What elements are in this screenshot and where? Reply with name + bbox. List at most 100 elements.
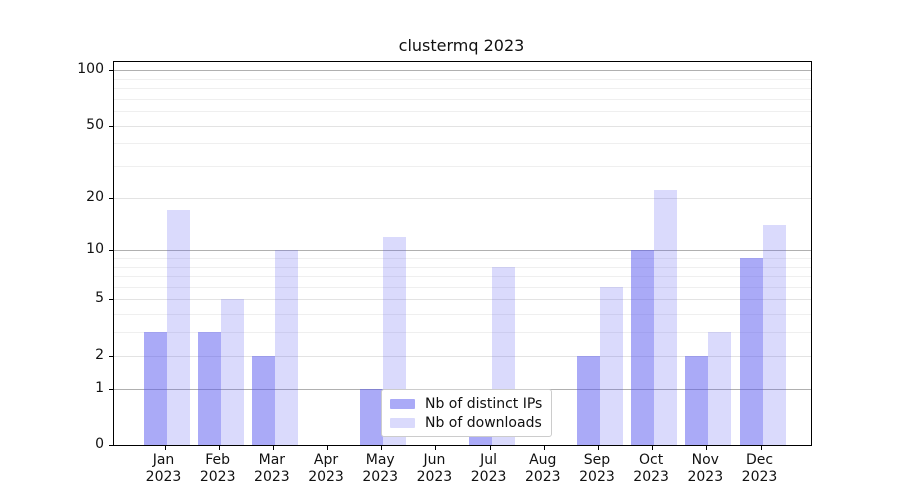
x-tick-label-line: Mar xyxy=(258,452,286,468)
y-tick xyxy=(109,388,113,390)
x-tick-label-line: 2023 xyxy=(254,469,290,485)
x-tick-label-line: Jul xyxy=(480,452,498,468)
x-tick xyxy=(327,446,329,450)
chart-title: clustermq 2023 xyxy=(398,36,525,55)
x-tick xyxy=(272,446,274,450)
y-tick xyxy=(109,250,113,252)
minor-gridline xyxy=(114,286,811,288)
bar-distinct-ips xyxy=(251,355,275,445)
legend-item-downloads: Nb of downloads xyxy=(390,413,542,432)
y-tick-label: 20 xyxy=(86,188,104,205)
x-tick-label: Mar 2023 xyxy=(240,452,304,486)
bar-downloads xyxy=(654,190,678,445)
minor-gridline xyxy=(114,88,811,90)
y-tick xyxy=(109,197,113,199)
bar-downloads xyxy=(762,225,786,445)
x-tick-label: Apr 2023 xyxy=(294,452,358,486)
bar-downloads xyxy=(708,332,732,445)
legend-swatch-downloads xyxy=(390,417,415,428)
y-tick-label: 0 xyxy=(95,436,104,452)
x-tick xyxy=(381,446,383,450)
x-tick-label-line: May xyxy=(365,452,395,468)
x-tick-label-line: Aug xyxy=(529,452,557,468)
x-tick xyxy=(760,446,762,450)
major-gridline xyxy=(114,70,811,72)
x-tick-label: Oct 2023 xyxy=(619,452,683,486)
x-tick-label-line: Jun xyxy=(423,452,446,468)
major-gridline xyxy=(114,125,811,127)
x-tick-label-line: Oct xyxy=(639,452,664,468)
bar-distinct-ips xyxy=(576,355,600,445)
bar-distinct-ips xyxy=(197,332,221,445)
x-tick-label-line: Sep xyxy=(583,452,611,468)
x-tick-label-line: 2023 xyxy=(633,469,669,485)
x-tick xyxy=(435,446,437,450)
x-tick-label: Jan 2023 xyxy=(132,452,196,486)
minor-gridline xyxy=(114,332,811,334)
y-tick-label: 2 xyxy=(95,346,104,363)
x-tick xyxy=(706,446,708,450)
x-tick-label-line: 2023 xyxy=(741,469,778,485)
x-tick xyxy=(597,446,599,450)
major-gridline xyxy=(114,250,811,252)
major-gridline xyxy=(114,355,811,357)
legend: Nb of distinct IPs Nb of downloads xyxy=(381,389,553,437)
minor-gridline xyxy=(114,166,811,168)
x-tick-label-line: Dec xyxy=(745,452,774,468)
y-tick xyxy=(109,299,113,301)
y-tick-label: 5 xyxy=(95,290,104,307)
x-tick-label-line: Apr xyxy=(313,452,339,468)
major-gridline xyxy=(114,197,811,199)
y-tick-label: 10 xyxy=(86,241,104,258)
minor-gridline xyxy=(114,143,811,145)
x-tick-label: Feb 2023 xyxy=(186,452,250,486)
bar-distinct-ips xyxy=(360,388,384,445)
y-tick-label: 1 xyxy=(95,379,104,396)
x-tick xyxy=(543,446,545,450)
bar-downloads xyxy=(220,299,244,445)
x-tick-label: Jun 2023 xyxy=(402,452,466,486)
x-tick-label: Jul 2023 xyxy=(457,452,521,486)
bar-downloads xyxy=(599,286,623,445)
minor-gridline xyxy=(114,266,811,268)
x-tick xyxy=(164,446,166,450)
y-tick xyxy=(109,125,113,127)
minor-gridline xyxy=(114,78,811,80)
y-tick xyxy=(109,355,113,357)
x-tick-label-line: 2023 xyxy=(687,469,724,485)
bar-distinct-ips xyxy=(739,258,763,445)
x-tick-label-line: 2023 xyxy=(145,469,182,485)
x-tick xyxy=(489,446,491,450)
legend-swatch-distinct-ips xyxy=(390,398,415,409)
bar-downloads xyxy=(166,210,190,445)
x-tick-label-line: 2023 xyxy=(579,469,615,485)
bar-distinct-ips xyxy=(143,332,167,445)
minor-gridline xyxy=(114,276,811,278)
major-gridline xyxy=(114,299,811,301)
x-tick-label-line: 2023 xyxy=(470,469,507,485)
x-tick-label-line: 2023 xyxy=(199,469,236,485)
bar-distinct-ips xyxy=(631,250,655,445)
x-tick-label-line: 2023 xyxy=(308,469,344,485)
y-tick xyxy=(109,70,113,72)
y-tick-label: 50 xyxy=(86,116,104,133)
bar-downloads xyxy=(274,250,298,445)
x-tick xyxy=(218,446,220,450)
minor-gridline xyxy=(114,314,811,316)
y-tick-label: 100 xyxy=(77,61,104,78)
plot-area xyxy=(109,61,812,450)
bar-distinct-ips xyxy=(685,355,709,445)
y-tick xyxy=(109,445,113,446)
legend-label-downloads: Nb of downloads xyxy=(425,414,542,431)
x-tick xyxy=(652,446,654,450)
x-tick-label-line: 2023 xyxy=(362,469,399,485)
legend-label-distinct-ips: Nb of distinct IPs xyxy=(425,395,543,412)
minor-gridline xyxy=(114,98,811,100)
x-tick-label-line: 2023 xyxy=(524,469,561,485)
x-tick-label-line: 2023 xyxy=(416,469,453,485)
x-tick-label-line: Nov xyxy=(691,452,719,468)
x-tick-label: Sep 2023 xyxy=(565,452,629,486)
x-tick-label: May 2023 xyxy=(348,452,412,486)
x-tick-label-line: Feb xyxy=(205,452,231,468)
